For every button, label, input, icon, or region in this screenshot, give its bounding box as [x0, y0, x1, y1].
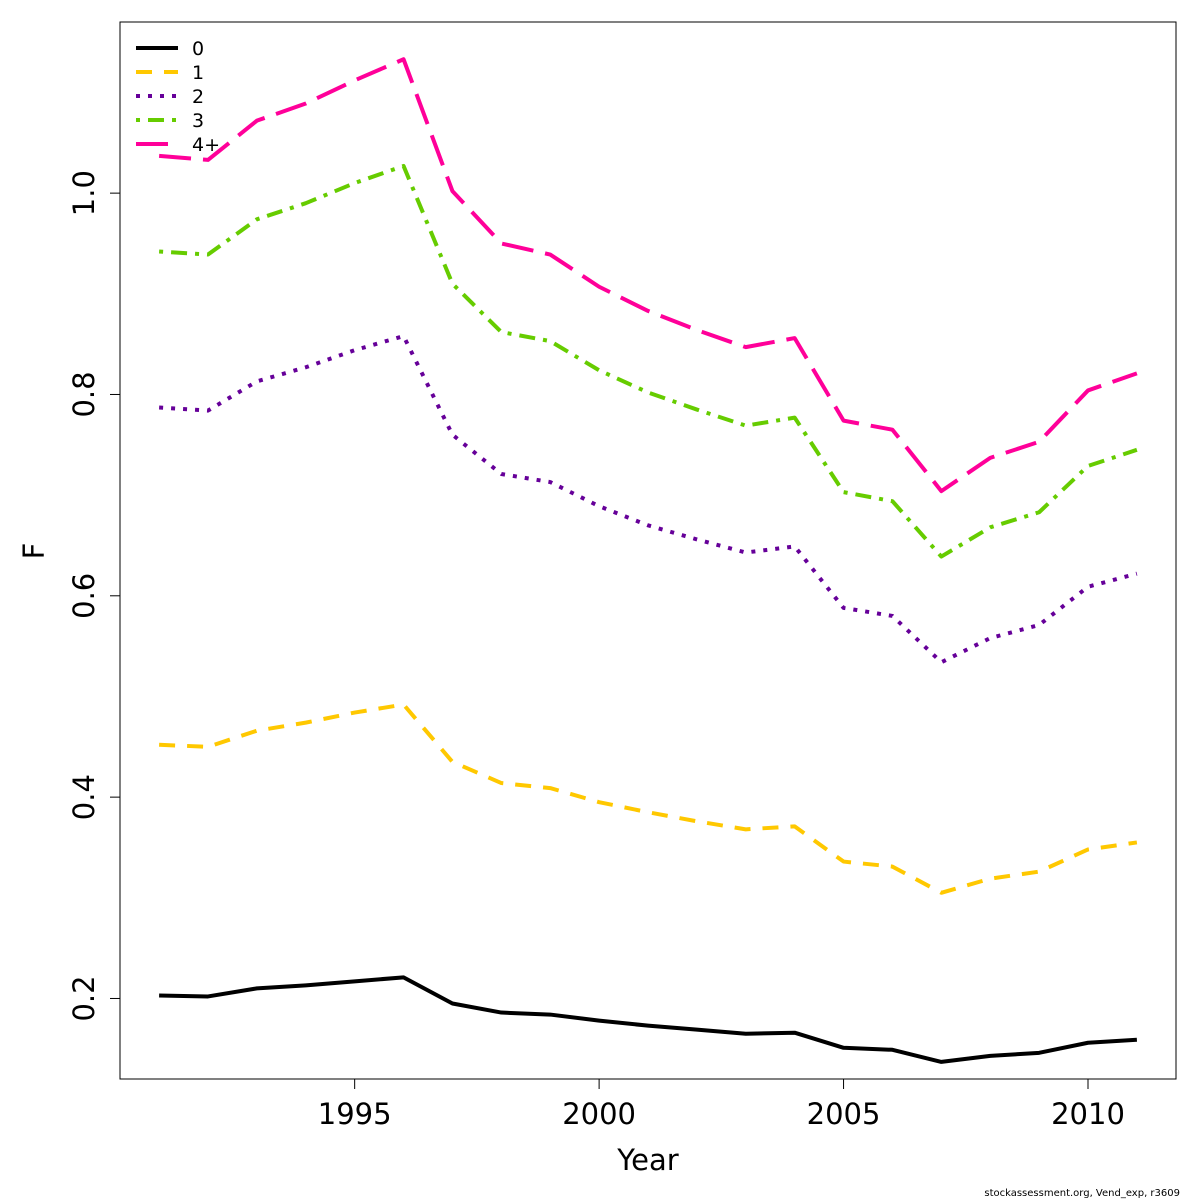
series-line-1: [159, 702, 1138, 895]
series-line-4: [158, 57, 1138, 494]
series-line-0: [159, 975, 1138, 1064]
y-tick-label-0.6: 0.6: [67, 573, 101, 619]
legend-label-0: 0: [192, 38, 204, 60]
series-layer: [158, 57, 1138, 1064]
y-tick-label-0.2: 0.2: [67, 975, 101, 1021]
y-tick-label-0.4: 0.4: [67, 774, 101, 820]
x-tick-label-2000: 2000: [562, 1097, 636, 1131]
y-axis-label: F: [17, 543, 51, 560]
x-tick-label-1995: 1995: [318, 1097, 392, 1131]
series-line-2: [158, 334, 1138, 665]
legend-label-1: 1: [192, 62, 204, 84]
y-tick-label-0.8: 0.8: [67, 371, 101, 417]
plot-frame: [119, 21, 1177, 1080]
x-axis-label: Year: [616, 1143, 678, 1177]
series-line-3: [158, 163, 1138, 559]
y-tick-label-1.0: 1.0: [67, 170, 101, 216]
legend-label-3: 3: [192, 110, 204, 132]
x-axis: 1995 2000 2005 2010: [159, 1078, 1137, 1131]
legend-label-2: 2: [192, 86, 204, 108]
y-axis: 0.2 0.4 0.6 0.8 1.0: [67, 170, 121, 1022]
x-tick-label-2005: 2005: [807, 1097, 881, 1131]
legend-label-4: 4+: [192, 134, 220, 156]
x-tick-label-2010: 2010: [1051, 1097, 1125, 1131]
footer-credit: stockassessment.org, Vend_exp, r3609: [984, 1188, 1180, 1199]
